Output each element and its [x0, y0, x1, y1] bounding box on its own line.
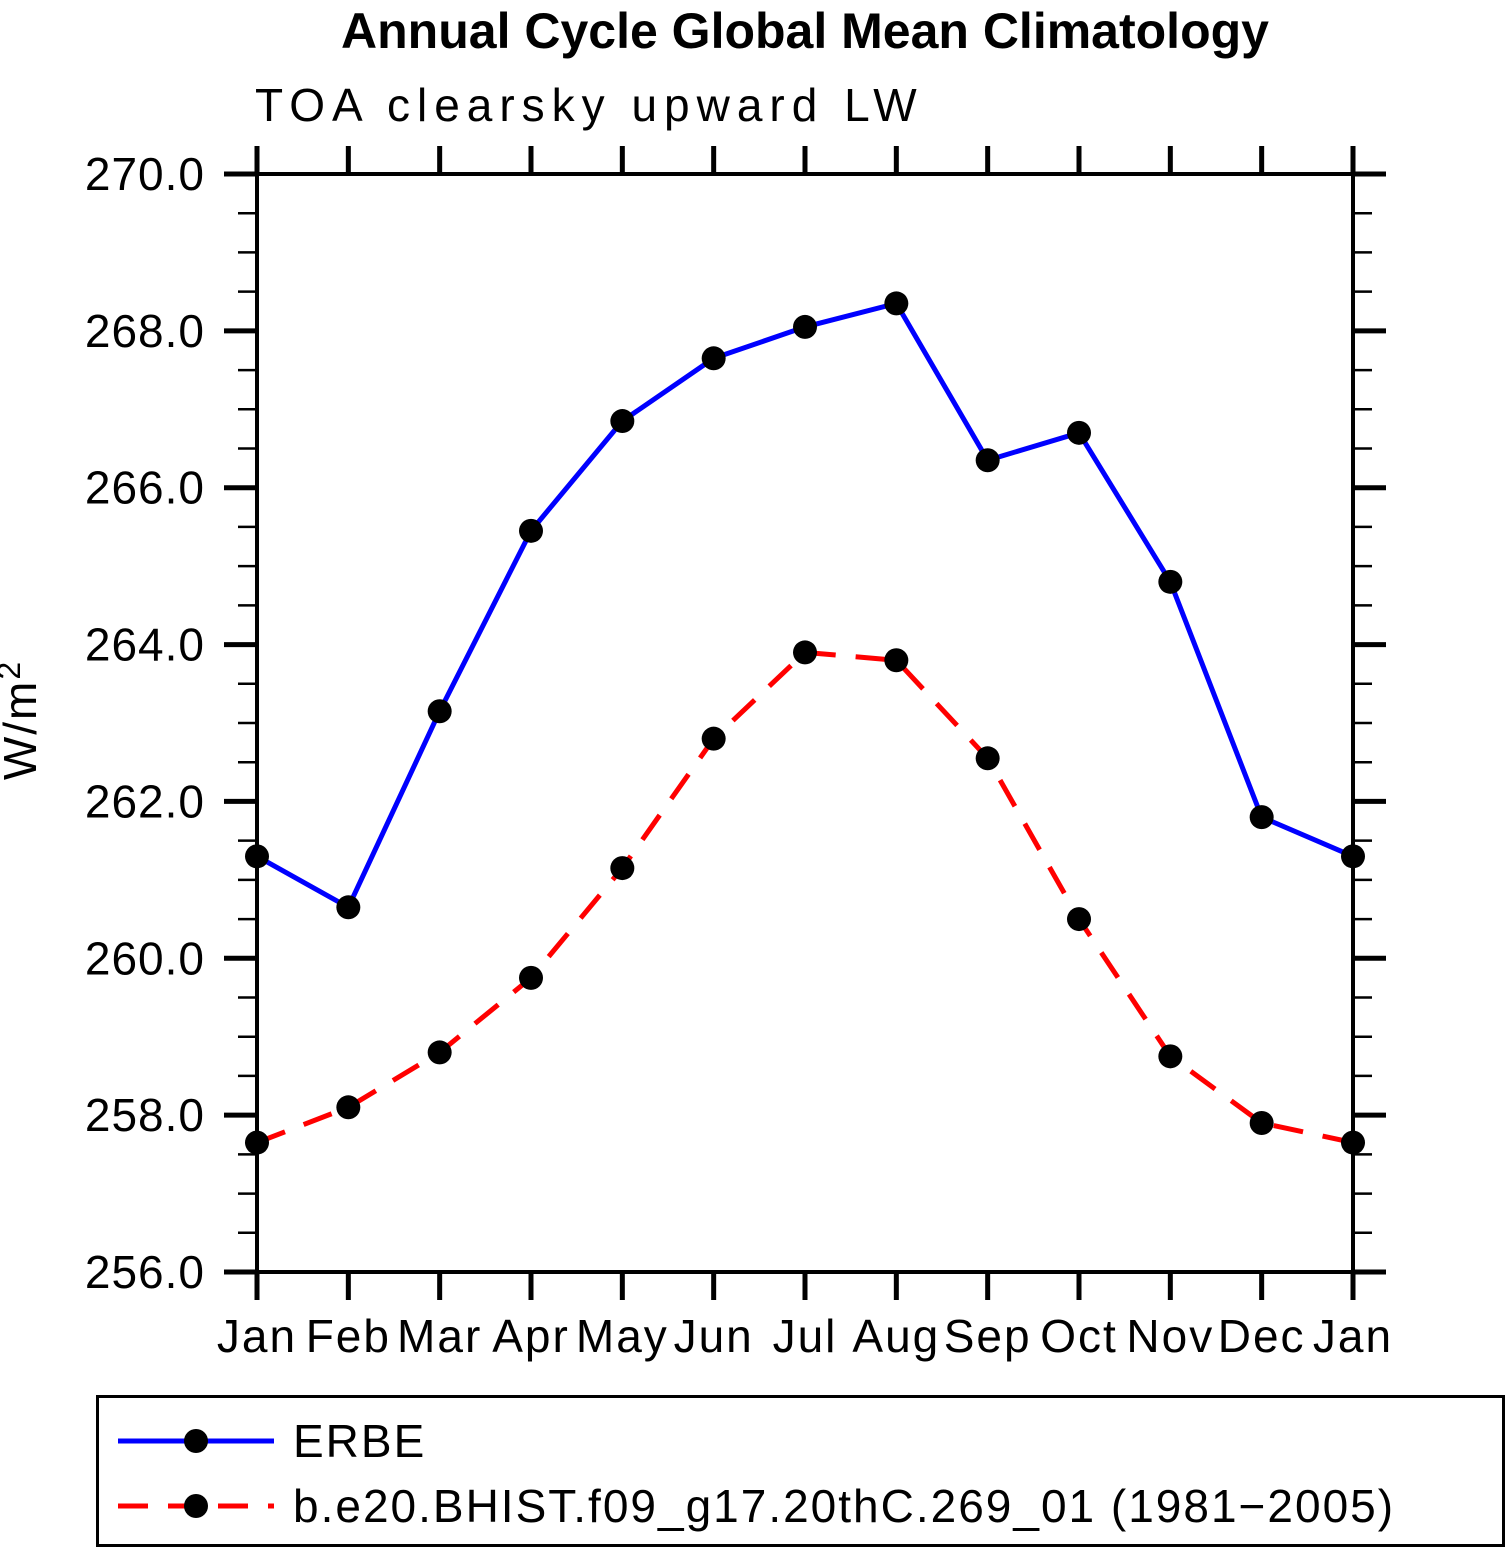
data-point-marker-model-10: [1158, 1044, 1183, 1069]
x-tick-label-apr-3: Apr: [492, 1310, 570, 1362]
data-point-marker-erbe-7: [884, 291, 909, 316]
data-point-marker-model-2: [427, 1040, 452, 1065]
data-point-marker-model-7: [884, 648, 909, 673]
legend-label-model: b.e20.BHIST.f09_g17.20thC.269_01 (1981−2…: [293, 1480, 1396, 1532]
legend-item-erbe: ERBE: [113, 1415, 427, 1467]
data-point-marker-model-1: [336, 1095, 361, 1120]
x-tick-label-jan-0: Jan: [217, 1310, 297, 1362]
y-tick-label-270.0: 270.0: [85, 148, 205, 200]
series-line-erbe: [255, 300, 1354, 911]
data-point-marker-model-9: [1067, 907, 1091, 932]
data-point-marker-erbe-12: [1341, 844, 1365, 869]
chart-subtitle: TOA clearsky upward LW: [255, 79, 924, 131]
data-point-marker-erbe-11: [1249, 805, 1274, 830]
y-tick-label-260.0: 260.0: [85, 932, 205, 984]
x-tick-label-jan-12: Jan: [1313, 1310, 1393, 1362]
y-axis-title: W/m2: [0, 660, 46, 780]
x-tick-label-dec-11: Dec: [1218, 1310, 1306, 1362]
data-point-marker-model-8: [975, 746, 1000, 771]
data-point-marker-erbe-9: [1067, 420, 1091, 445]
legend-marker-dot: [184, 1429, 208, 1453]
y-tick-label-262.0: 262.0: [85, 775, 205, 827]
x-tick-label-jun-5: Jun: [674, 1310, 754, 1362]
data-point-marker-erbe-6: [793, 314, 817, 339]
x-tick-label-jul-6: Jul: [773, 1310, 838, 1362]
data-point-marker-erbe-1: [336, 895, 361, 920]
data-point-marker-model-5: [701, 726, 726, 751]
legend-label-erbe: ERBE: [293, 1415, 427, 1467]
legend-sample-erbe: [118, 1429, 274, 1453]
data-point-marker-erbe-3: [519, 518, 543, 543]
data-point-marker-erbe-5: [701, 346, 726, 371]
y-tick-label-264.0: 264.0: [85, 619, 205, 671]
chart-title: Annual Cycle Global Mean Climatology: [341, 3, 1269, 59]
x-tick-label-mar-2: Mar: [397, 1310, 482, 1362]
data-point-marker-model-3: [519, 965, 543, 990]
legend-sample-model: [118, 1494, 274, 1518]
data-point-marker-erbe-8: [975, 448, 1000, 473]
y-tick-label-268.0: 268.0: [85, 305, 205, 357]
legend-marker-dot: [184, 1494, 208, 1518]
x-tick-label-sep-8: Sep: [944, 1310, 1032, 1362]
data-point-marker-model-0: [245, 1130, 269, 1155]
x-tick-label-aug-7: Aug: [852, 1310, 940, 1362]
data-point-marker-erbe-4: [610, 409, 635, 434]
data-point-marker-erbe-2: [427, 699, 452, 724]
x-tick-label-may-4: May: [576, 1310, 669, 1362]
y-tick-label-256.0: 256.0: [85, 1246, 205, 1298]
data-point-marker-erbe-0: [245, 844, 269, 869]
x-tick-label-feb-1: Feb: [306, 1310, 391, 1362]
series-line-model: [256, 649, 1354, 1146]
y-tick-label-258.0: 258.0: [85, 1089, 205, 1141]
legend-item-model: b.e20.BHIST.f09_g17.20thC.269_01 (1981−2…: [113, 1480, 1396, 1532]
data-point-marker-model-4: [610, 856, 635, 881]
data-point-marker-erbe-10: [1158, 569, 1183, 594]
x-tick-label-nov-10: Nov: [1126, 1310, 1214, 1362]
x-tick-label-oct-9: Oct: [1040, 1310, 1118, 1362]
legend-box: ERBE b.e20.BHIST.f09_g17.20thC.269_01 (1…: [96, 1395, 1505, 1547]
y-tick-label-266.0: 266.0: [85, 462, 205, 514]
data-point-marker-model-11: [1249, 1110, 1274, 1135]
data-point-marker-model-6: [793, 640, 817, 665]
data-point-marker-model-12: [1341, 1130, 1365, 1155]
